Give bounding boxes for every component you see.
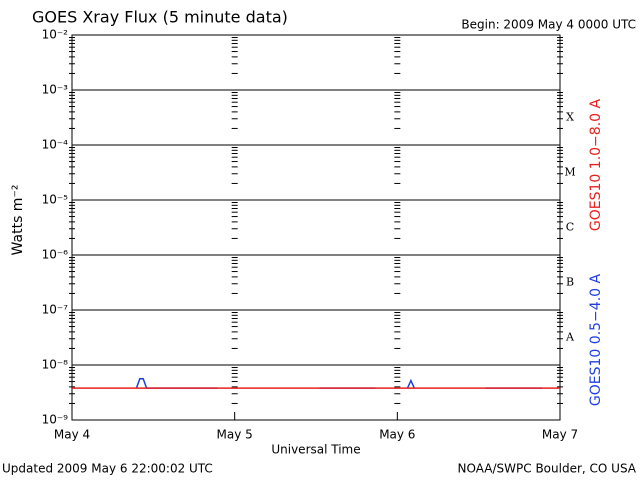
y-tick-label: 10⁻² [42,28,69,42]
flare-class: M [564,166,575,179]
legend-label: GOES10 1.0−8.0 A [588,99,604,232]
chart-title: GOES Xray Flux (5 minute data) [32,8,288,27]
x-axis-label: Universal Time [271,443,360,457]
y-tick-label: 10⁻⁷ [42,303,69,317]
chart-subtitle: Begin: 2009 May 4 0000 UTC [461,18,636,32]
y-tick-label: 10⁻⁸ [42,358,69,372]
y-tick-label: 10⁻³ [42,83,69,97]
footer-right: NOAA/SWPC Boulder, CO USA [458,462,637,476]
y-tick-label: 10⁻⁴ [42,138,69,152]
x-tick-label: May 5 [217,428,253,442]
y-tick-label: 10⁻⁶ [42,248,69,262]
y-tick-label: 10⁻⁵ [42,193,69,207]
flare-class: A [565,331,575,344]
flare-class: B [566,276,574,289]
legend-label: GOES10 0.5−4.0 A [588,274,604,407]
x-tick-label: May 7 [542,428,578,442]
x-tick-label: May 4 [54,428,90,442]
flare-class: C [566,221,574,234]
y-tick-label: 10⁻⁹ [42,413,69,427]
x-tick-label: May 6 [379,428,415,442]
y-axis-label: Watts m⁻² [10,185,26,256]
footer-left: Updated 2009 May 6 22:00:02 UTC [2,462,213,476]
plot-frame [71,34,561,421]
flare-class: X [566,111,574,124]
